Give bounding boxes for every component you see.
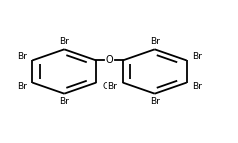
Text: O: O bbox=[106, 55, 113, 65]
Text: Cl: Cl bbox=[103, 82, 111, 91]
Text: Br: Br bbox=[59, 97, 69, 106]
Text: Br: Br bbox=[17, 82, 26, 91]
Text: Br: Br bbox=[193, 52, 202, 61]
Text: Br: Br bbox=[107, 82, 117, 91]
Text: Br: Br bbox=[150, 97, 160, 106]
Text: Br: Br bbox=[193, 82, 202, 91]
Text: Br: Br bbox=[150, 37, 160, 46]
Text: Br: Br bbox=[59, 37, 69, 46]
Text: Br: Br bbox=[17, 52, 26, 61]
